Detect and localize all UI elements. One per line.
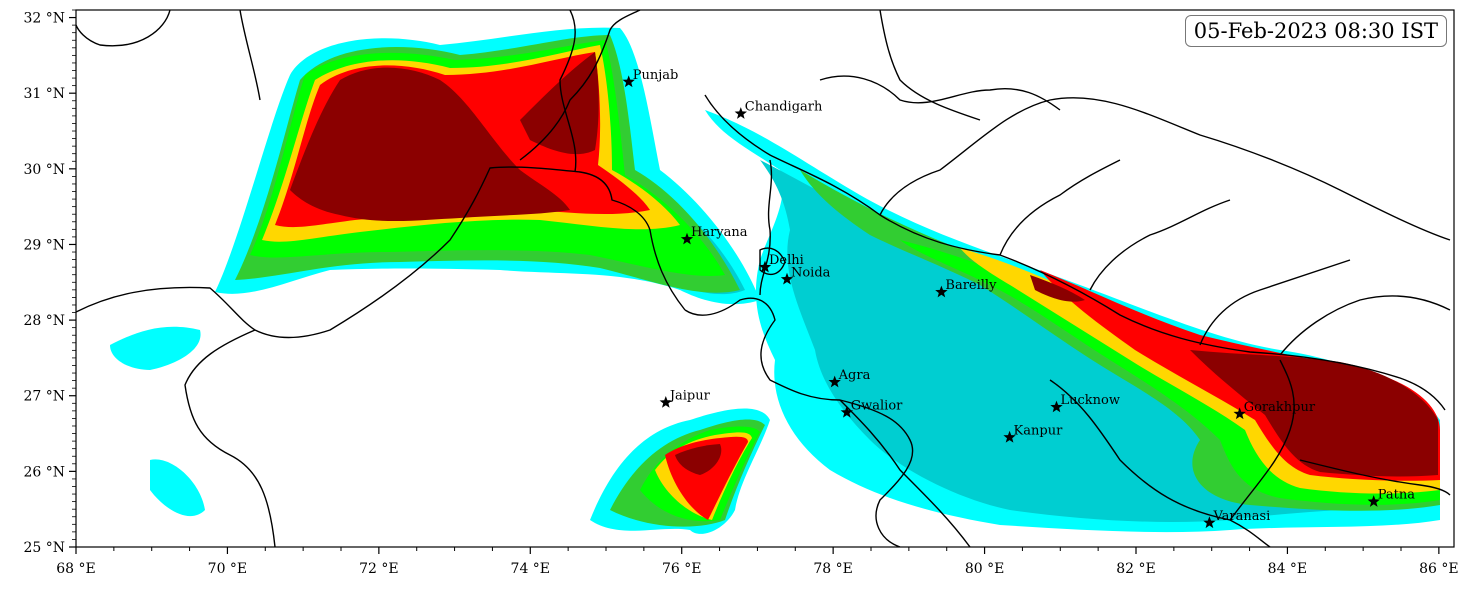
y-tick-label: 29 °N xyxy=(23,237,65,253)
city-label: Kanpur xyxy=(1014,423,1064,438)
political-borders xyxy=(76,10,1451,547)
x-tick-label: 76 °E xyxy=(662,561,701,577)
city-star-icon xyxy=(1233,407,1246,420)
fog-intensity-layer xyxy=(110,27,1440,534)
city-star-icon xyxy=(659,396,672,408)
city-label: Bareilly xyxy=(945,278,997,293)
x-tick-label: 84 °E xyxy=(1268,561,1307,577)
longitude-axis: 68 °E 70 °E 72 °E 74 °E 76 °E 78 °E 80 °E 82 °E… xyxy=(56,547,1459,577)
city-star-icon xyxy=(1003,430,1016,443)
timestamp-label: 05-Feb-2023 08:30 IST xyxy=(1184,15,1447,47)
latitude-axis: 25 °N 26 °N 27 °N 28 °N 29 °N 30 °N 31 °N 32 °N xyxy=(23,9,76,556)
fog-region-extreme xyxy=(1030,275,1085,302)
city-label: Lucknow xyxy=(1061,393,1121,408)
y-tick-label: 27 °N xyxy=(23,389,65,405)
city-label: Chandigarh xyxy=(745,100,823,115)
fog-region-low xyxy=(150,459,205,517)
x-tick-label: 72 °E xyxy=(359,561,398,577)
x-tick-label: 80 °E xyxy=(965,561,1004,577)
city-star-icon xyxy=(622,75,635,88)
y-tick-label: 26 °N xyxy=(23,464,65,480)
city-label: Noida xyxy=(791,265,831,280)
city-star-icon xyxy=(840,405,853,418)
x-tick-label: 70 °E xyxy=(208,561,247,577)
city-label: Gwalior xyxy=(851,398,903,413)
city-label: Punjab xyxy=(633,68,679,83)
city-star-icon xyxy=(680,232,694,245)
y-tick-label: 25 °N xyxy=(23,540,65,556)
fog-region-extreme xyxy=(1190,350,1438,477)
fog-region-extreme xyxy=(290,67,570,222)
plot-frame xyxy=(75,9,1455,548)
y-tick-label: 31 °N xyxy=(23,86,65,102)
city-star-icon xyxy=(780,272,794,285)
city-star-icon xyxy=(1050,400,1063,413)
x-tick-label: 68 °E xyxy=(56,561,95,577)
city-star-icon xyxy=(1367,495,1380,507)
city-star-icon xyxy=(1203,516,1216,529)
city-label: Jaipur xyxy=(668,389,711,404)
fog-region-extreme xyxy=(520,52,599,155)
x-tick-label: 78 °E xyxy=(813,561,852,577)
city-star-icon xyxy=(935,285,948,298)
city-star-icon xyxy=(828,375,841,388)
city-label: Delhi xyxy=(769,253,804,268)
fog-region-extreme xyxy=(675,444,722,475)
city-star-icon xyxy=(758,260,772,273)
y-tick-label: 32 °N xyxy=(23,11,65,27)
city-label: Gorakhpur xyxy=(1244,400,1316,415)
city-label: Agra xyxy=(838,368,871,383)
y-tick-label: 28 °N xyxy=(23,313,65,329)
fog-region-low xyxy=(110,326,201,370)
x-tick-label: 86 °E xyxy=(1419,561,1458,577)
city-star-icon xyxy=(734,107,747,119)
x-tick-label: 74 °E xyxy=(511,561,550,577)
city-label: Varanasi xyxy=(1212,509,1270,524)
city-label: Patna xyxy=(1378,488,1416,503)
x-tick-label: 82 °E xyxy=(1116,561,1155,577)
y-tick-label: 30 °N xyxy=(23,162,65,178)
city-label: Haryana xyxy=(691,225,748,240)
